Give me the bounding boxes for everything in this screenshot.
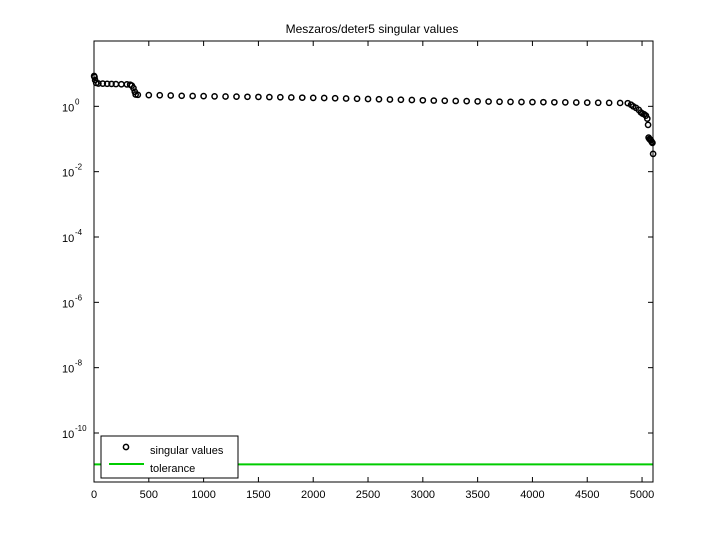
- singular-value-point: [507, 98, 514, 106]
- singular-value-point: [463, 97, 471, 105]
- x-tick-label: 3500: [465, 489, 489, 501]
- singular-value-point: [167, 92, 175, 99]
- singular-value-point: [309, 94, 317, 102]
- singular-value-point: [103, 80, 111, 88]
- singular-value-point: [583, 99, 591, 106]
- singular-value-point: [178, 92, 186, 100]
- singular-value-point: [441, 97, 449, 105]
- singular-value-point: [145, 91, 153, 99]
- singular-value-point: [233, 93, 240, 100]
- singular-value-point: [189, 92, 196, 100]
- singular-value-point: [408, 96, 416, 104]
- singular-value-point: [643, 115, 651, 122]
- y-tick-label-exponent: -8: [75, 359, 83, 368]
- singular-value-point: [200, 92, 207, 100]
- x-tick-label: 1000: [191, 489, 215, 501]
- singular-value-point: [419, 96, 427, 104]
- singular-value-point: [266, 93, 273, 101]
- singular-value-point: [99, 80, 107, 87]
- singular-value-point: [616, 99, 624, 107]
- x-tick-label: 2500: [356, 489, 380, 501]
- singular-value-point: [540, 98, 547, 106]
- singular-value-point: [211, 93, 218, 100]
- chart-title: Meszaros/deter5 singular values: [286, 22, 459, 36]
- y-tick-label-exponent: -2: [75, 163, 83, 172]
- singular-value-point: [95, 80, 102, 87]
- singular-value-point: [108, 80, 115, 88]
- singular-value-point: [244, 93, 251, 101]
- legend: singular values tolerance: [100, 435, 239, 479]
- singular-value-point: [518, 98, 525, 106]
- x-tick-label: 500: [140, 489, 158, 501]
- x-tick-label: 0: [91, 489, 97, 501]
- singular-value-point: [572, 99, 580, 106]
- singular-value-point: [485, 98, 492, 105]
- singular-value-point: [605, 99, 613, 107]
- singular-value-point: [222, 93, 229, 100]
- y-tick-label-base: 10: [62, 233, 74, 245]
- singular-value-point: [91, 73, 98, 81]
- singular-value-point: [529, 98, 536, 106]
- singular-value-point: [331, 94, 339, 102]
- y-tick-label-base: 10: [62, 298, 74, 310]
- singular-value-point: [397, 96, 405, 104]
- singular-value-point: [320, 94, 328, 102]
- x-tick-label: 1500: [246, 489, 270, 501]
- y-tick-label-base: 10: [62, 168, 74, 180]
- legend-box: [100, 435, 239, 479]
- singular-value-point: [474, 98, 481, 105]
- singular-value-point: [364, 95, 372, 103]
- x-tick-label: 5000: [630, 489, 654, 501]
- y-tick-label-base: 10: [62, 364, 74, 376]
- y-tick-label-exponent: -10: [75, 424, 87, 433]
- y-tick-label-base: 10: [62, 102, 74, 114]
- y-tick-label-exponent: -6: [75, 293, 83, 302]
- x-tick-label: 2000: [301, 489, 325, 501]
- singular-value-point: [276, 93, 284, 101]
- singular-value-point: [375, 95, 383, 103]
- x-tick-label: 3000: [411, 489, 435, 501]
- singular-value-point: [342, 95, 350, 102]
- singular-value-point: [430, 97, 438, 104]
- y-tick-label-exponent: -4: [75, 228, 83, 237]
- axis-ticks: 0 500 1000 1500 2000 2500 3000 3500 4000 4500 5000…: [62, 41, 654, 501]
- singular-value-point: [496, 98, 503, 106]
- x-tick-label: 4500: [575, 489, 599, 501]
- singular-value-point: [624, 99, 632, 107]
- singular-value-point: [298, 94, 306, 102]
- singular-value-point: [561, 99, 569, 106]
- singular-value-point: [644, 121, 652, 129]
- y-tick-label-base: 10: [62, 429, 74, 441]
- singular-value-point: [130, 84, 137, 92]
- singular-value-point: [156, 91, 164, 99]
- legend-label-singular-values: singular values: [150, 445, 224, 457]
- legend-label-tolerance: tolerance: [150, 463, 195, 475]
- singular-value-point: [386, 96, 394, 103]
- singular-value-point: [452, 97, 460, 105]
- singular-value-point: [649, 139, 656, 147]
- singular-value-point: [255, 93, 262, 101]
- singular-value-point: [134, 91, 142, 99]
- legend-marker-singular-values: [122, 443, 130, 451]
- singular-value-point: [287, 94, 295, 101]
- singular-value-point: [594, 99, 602, 107]
- singular-value-point: [353, 95, 361, 103]
- y-tick-label-exponent: 0: [75, 97, 80, 106]
- axes-frame: [93, 40, 654, 483]
- x-tick-label: 4000: [520, 489, 544, 501]
- singular-value-point: [551, 98, 558, 106]
